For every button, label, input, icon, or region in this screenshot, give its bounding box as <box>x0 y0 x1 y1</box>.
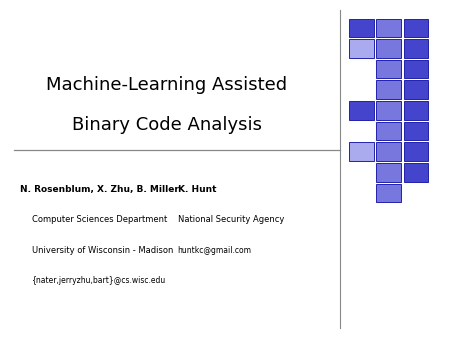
Text: Computer Sciences Department: Computer Sciences Department <box>32 215 167 224</box>
Bar <box>404 39 428 58</box>
Bar <box>376 122 401 140</box>
Text: National Security Agency: National Security Agency <box>178 215 284 224</box>
Text: {nater,jerryzhu,bart}@cs.wisc.edu: {nater,jerryzhu,bart}@cs.wisc.edu <box>32 276 166 285</box>
Text: N. Rosenblum, X. Zhu, B. Miller: N. Rosenblum, X. Zhu, B. Miller <box>20 185 179 194</box>
Bar <box>404 19 428 37</box>
Bar <box>376 80 401 99</box>
Bar <box>376 60 401 78</box>
Text: University of Wisconsin - Madison: University of Wisconsin - Madison <box>32 246 173 255</box>
Bar <box>376 39 401 58</box>
Bar <box>376 142 401 161</box>
Bar <box>349 142 374 161</box>
Bar <box>376 19 401 37</box>
Bar <box>404 80 428 99</box>
Bar <box>404 163 428 182</box>
Bar <box>404 142 428 161</box>
Bar <box>376 101 401 120</box>
Bar <box>404 101 428 120</box>
Bar <box>349 19 374 37</box>
Text: Machine-Learning Assisted: Machine-Learning Assisted <box>46 75 287 94</box>
Bar <box>404 60 428 78</box>
Bar <box>404 122 428 140</box>
Bar <box>349 39 374 58</box>
Text: huntkc@gmail.com: huntkc@gmail.com <box>178 246 252 255</box>
Text: Binary Code Analysis: Binary Code Analysis <box>72 116 261 134</box>
Text: K. Hunt: K. Hunt <box>178 185 216 194</box>
Bar <box>376 163 401 182</box>
Bar <box>376 184 401 202</box>
Bar <box>349 101 374 120</box>
